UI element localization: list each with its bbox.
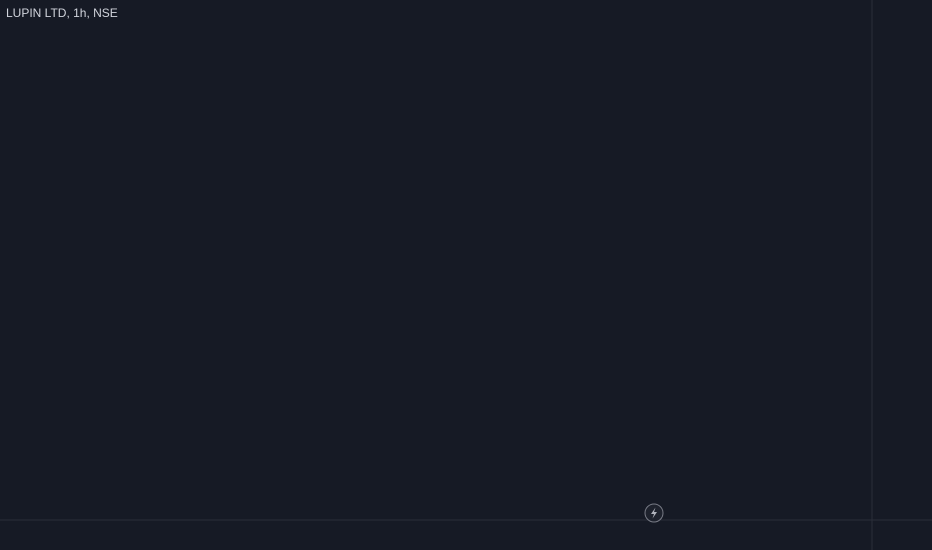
replay-icon[interactable] — [644, 503, 664, 523]
chart-title: LUPIN LTD, 1h, NSE — [6, 6, 118, 20]
